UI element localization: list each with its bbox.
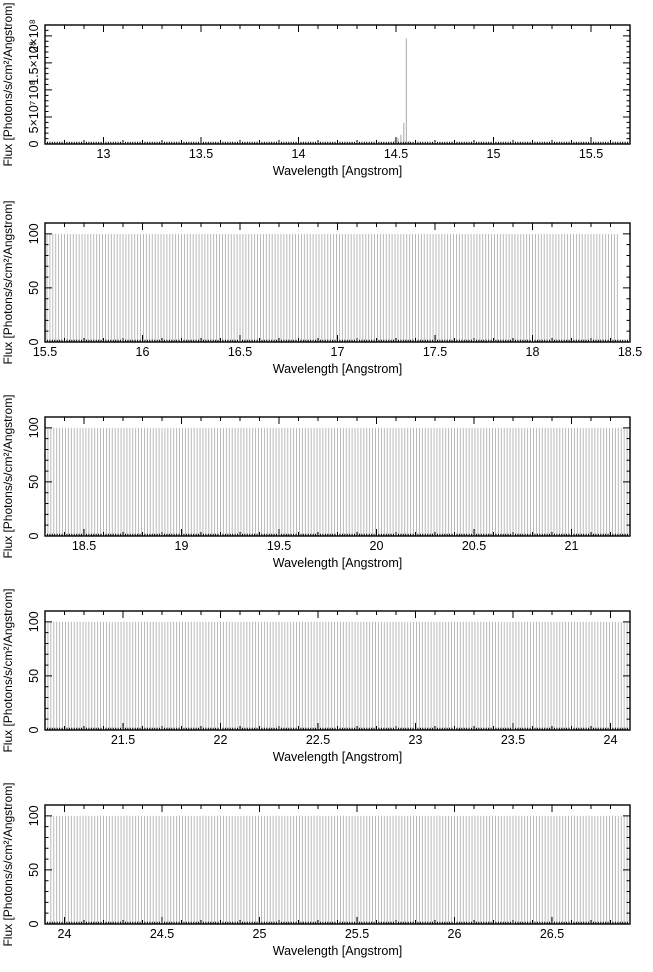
spectrum-panel-4-canvas: 21.5 22 22.5 23 23.5 24 0 50 100 Flux [Photons/s/…: [1, 588, 631, 764]
spectrum-panel-2: 15.5 16 16.5 17 17.5 18 18.5 0 50 100 Flux [Photon…: [0, 198, 653, 392]
plot-frame: [44, 804, 631, 925]
x-tick-label: 14.5: [384, 147, 408, 161]
x-tick-label: 22: [214, 733, 228, 747]
y-tick-label: 100: [27, 417, 41, 438]
x-tick-label: 25: [253, 927, 267, 941]
spectrum-panel-3-canvas: 18.5 19 19.5 20 20.5 21 0 50 100 Flux [Photons/s/…: [1, 394, 631, 570]
y-tick-label: 0: [27, 338, 41, 345]
y-tick-label: 50: [27, 281, 41, 295]
x-tick-label: 15.5: [33, 345, 57, 359]
x-tick-label: 13.5: [189, 147, 213, 161]
plot-frame: [44, 222, 631, 343]
x-tick-label: 19: [175, 539, 189, 553]
comb-lines: [47, 427, 628, 536]
x-axis-title: Wavelength [Angstrom]: [273, 944, 402, 958]
x-tick-label: 24: [604, 733, 618, 747]
x-tick-label: 23: [409, 733, 423, 747]
x-axis-title: Wavelength [Angstrom]: [273, 362, 402, 376]
y-tick-label: 50: [27, 863, 41, 877]
comb-lines: [47, 621, 628, 730]
x-tick-label: 18.5: [72, 539, 96, 553]
x-tick-label: 14: [292, 147, 306, 161]
y-tick-label: 10⁸: [27, 80, 41, 99]
spectrum-panel-3: 18.5 19 19.5 20 20.5 21 0 50 100 Flux [Photons/s/…: [0, 392, 653, 586]
plot-frame: [44, 610, 631, 731]
y-tick-label: 5×10⁷: [27, 100, 41, 133]
x-tick-label: 15.5: [579, 147, 603, 161]
x-tick-label: 23.5: [501, 733, 525, 747]
x-tick-label: 18: [526, 345, 540, 359]
y-tick-label: 50: [27, 669, 41, 683]
x-tick-label: 21.5: [111, 733, 135, 747]
y-tick-label: 0: [27, 920, 41, 927]
x-axis-title: Wavelength [Angstrom]: [273, 556, 402, 570]
y-tick-label: 0: [27, 140, 41, 147]
x-tick-label: 16: [136, 345, 150, 359]
spectrum-panel-5: 24 24.5 25 25.5 26 26.5 0 50 100 Flux [Photons/s/…: [0, 780, 653, 972]
x-tick-label: 22.5: [306, 733, 330, 747]
y-tick-label: 100: [27, 805, 41, 826]
y-tick-label: 100: [27, 611, 41, 632]
y-tick-label: 0: [27, 726, 41, 733]
x-tick-label: 20.5: [462, 539, 486, 553]
spectrum-panel-5-canvas: 24 24.5 25 25.5 26 26.5 0 50 100 Flux [Photons/s/…: [1, 782, 631, 958]
y-axis-title: Flux [Photons/s/cm²/Angstrom]: [1, 394, 15, 558]
x-tick-label: 19.5: [267, 539, 291, 553]
y-axis-title: Flux [Photons/s/cm²/Angstrom]: [1, 200, 15, 364]
x-tick-label: 16.5: [228, 345, 252, 359]
x-tick-label: 24: [58, 927, 72, 941]
x-tick-label: 21: [565, 539, 579, 553]
x-tick-label: 17: [331, 345, 345, 359]
x-tick-label: 20: [370, 539, 384, 553]
y-axis-title: Flux [Photons/s/cm²/Angstrom]: [1, 2, 15, 166]
y-tick-label: 1.5×10⁸: [27, 41, 41, 85]
x-tick-label: 24.5: [150, 927, 174, 941]
plot-frame: [44, 416, 631, 537]
y-axis-title: Flux [Photons/s/cm²/Angstrom]: [1, 782, 15, 946]
y-tick-label: 50: [27, 475, 41, 489]
y-axis-title: Flux [Photons/s/cm²/Angstrom]: [1, 588, 15, 752]
emission-lines: [390, 38, 410, 144]
axis-ticks: [44, 222, 631, 343]
x-axis-title: Wavelength [Angstrom]: [273, 750, 402, 764]
spectrum-panel-2-canvas: 15.5 16 16.5 17 17.5 18 18.5 0 50 100 Flux [Photon…: [1, 200, 642, 376]
comb-lines: [50, 815, 628, 924]
spectrum-panel-1: 13 13.5 14 14.5 15 15.5 0 5×10⁷ 10⁸ 1.5×10⁸ 2×10⁸ F…: [0, 0, 653, 198]
x-tick-label: 26: [448, 927, 462, 941]
plot-frame: [44, 24, 631, 145]
x-tick-label: 18.5: [618, 345, 642, 359]
y-tick-label: 100: [27, 223, 41, 244]
spectrum-panel-4: 21.5 22 22.5 23 23.5 24 0 50 100 Flux [Photons/s/…: [0, 586, 653, 780]
y-tick-label: 0: [27, 532, 41, 539]
x-tick-label: 15: [487, 147, 501, 161]
x-tick-label: 25.5: [345, 927, 369, 941]
x-tick-label: 26.5: [540, 927, 564, 941]
comb-lines: [46, 233, 618, 342]
x-tick-label: 17.5: [423, 345, 447, 359]
x-tick-label: 13: [97, 147, 111, 161]
y-tick-label: 2×10⁸: [27, 19, 41, 52]
axis-ticks: [44, 24, 631, 145]
x-axis-title: Wavelength [Angstrom]: [273, 164, 402, 178]
